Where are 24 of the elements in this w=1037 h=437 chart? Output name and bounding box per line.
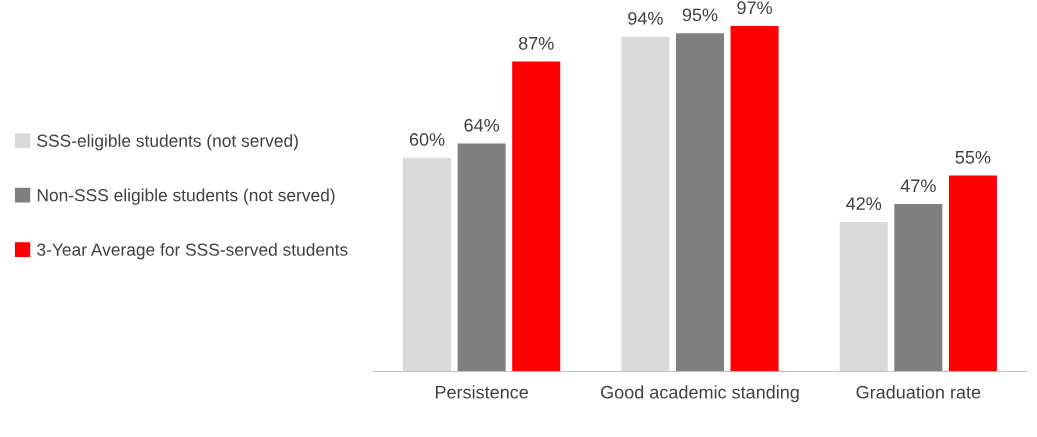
x-tick-label: Good academic standing (601, 385, 799, 403)
data-label: 94% (628, 12, 663, 25)
data-label: 47% (900, 179, 936, 193)
bar (403, 157, 452, 372)
bar (894, 204, 943, 372)
bar (675, 33, 724, 372)
x-tick-label: Graduation rate (856, 385, 981, 399)
bar (457, 143, 506, 372)
data-label: 87% (518, 36, 554, 50)
bar (512, 61, 561, 372)
legend-label: 3-Year Average for SSS-served students (37, 243, 348, 260)
data-label: 42% (846, 197, 882, 210)
x-tick-label: Persistence (435, 385, 528, 399)
legend-label: Non-SSS eligible students (not served) (37, 188, 335, 205)
legend-label: SSS-eligible students (not served) (37, 134, 298, 151)
data-label: 60% (409, 133, 445, 146)
bar (730, 26, 779, 372)
bar (948, 175, 997, 372)
data-label: 95% (682, 8, 718, 22)
data-label: 97% (737, 1, 772, 15)
data-label: 64% (464, 118, 500, 132)
data-label: 55% (955, 150, 991, 164)
bar (839, 221, 888, 372)
bar (621, 36, 670, 372)
